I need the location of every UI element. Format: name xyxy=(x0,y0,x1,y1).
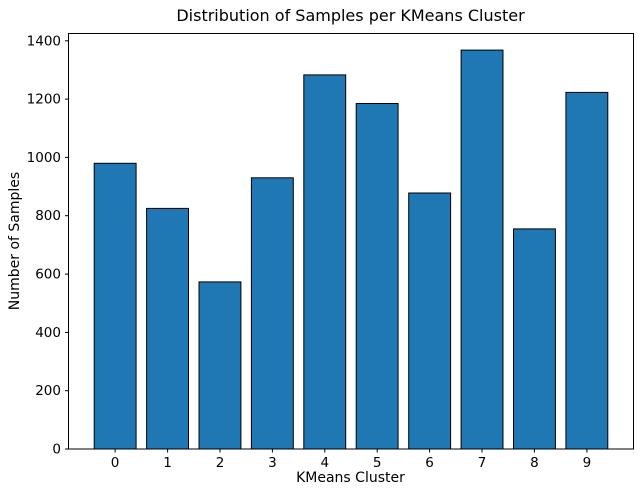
bar-cluster-2 xyxy=(198,281,242,450)
x-tick-label: 2 xyxy=(216,455,225,471)
x-axis-label: KMeans Cluster xyxy=(296,470,405,486)
y-tick-label: 1200 xyxy=(27,92,61,108)
chart-title: Distribution of Samples per KMeans Clust… xyxy=(176,6,525,25)
x-tick-label: 7 xyxy=(478,455,487,471)
y-tick-label: 800 xyxy=(35,208,61,224)
y-tick-label: 0 xyxy=(52,442,61,458)
bar-cluster-8 xyxy=(513,228,556,450)
bar-cluster-6 xyxy=(408,192,452,450)
y-tick-label: 1000 xyxy=(27,150,61,166)
x-tick-label: 6 xyxy=(425,455,434,471)
bar-cluster-0 xyxy=(93,162,137,450)
x-tick-label: 4 xyxy=(321,455,330,471)
y-tick-label: 600 xyxy=(35,267,61,283)
x-tick-label: 1 xyxy=(163,455,172,471)
x-tick-label: 5 xyxy=(373,455,382,471)
axes-frame xyxy=(68,33,634,450)
bar-cluster-9 xyxy=(565,91,609,450)
y-tick-label: 400 xyxy=(35,325,61,341)
bar-cluster-4 xyxy=(303,74,347,450)
bar-cluster-5 xyxy=(355,103,399,450)
y-tick-label: 1400 xyxy=(27,33,61,49)
bar-cluster-1 xyxy=(146,207,190,450)
x-tick-label: 3 xyxy=(268,455,277,471)
x-tick-label: 0 xyxy=(111,455,120,471)
x-tick-label: 8 xyxy=(530,455,539,471)
x-tick-label: 9 xyxy=(583,455,592,471)
y-tick-label: 200 xyxy=(35,383,61,399)
bar-cluster-3 xyxy=(250,177,294,450)
bar-cluster-7 xyxy=(460,49,504,450)
